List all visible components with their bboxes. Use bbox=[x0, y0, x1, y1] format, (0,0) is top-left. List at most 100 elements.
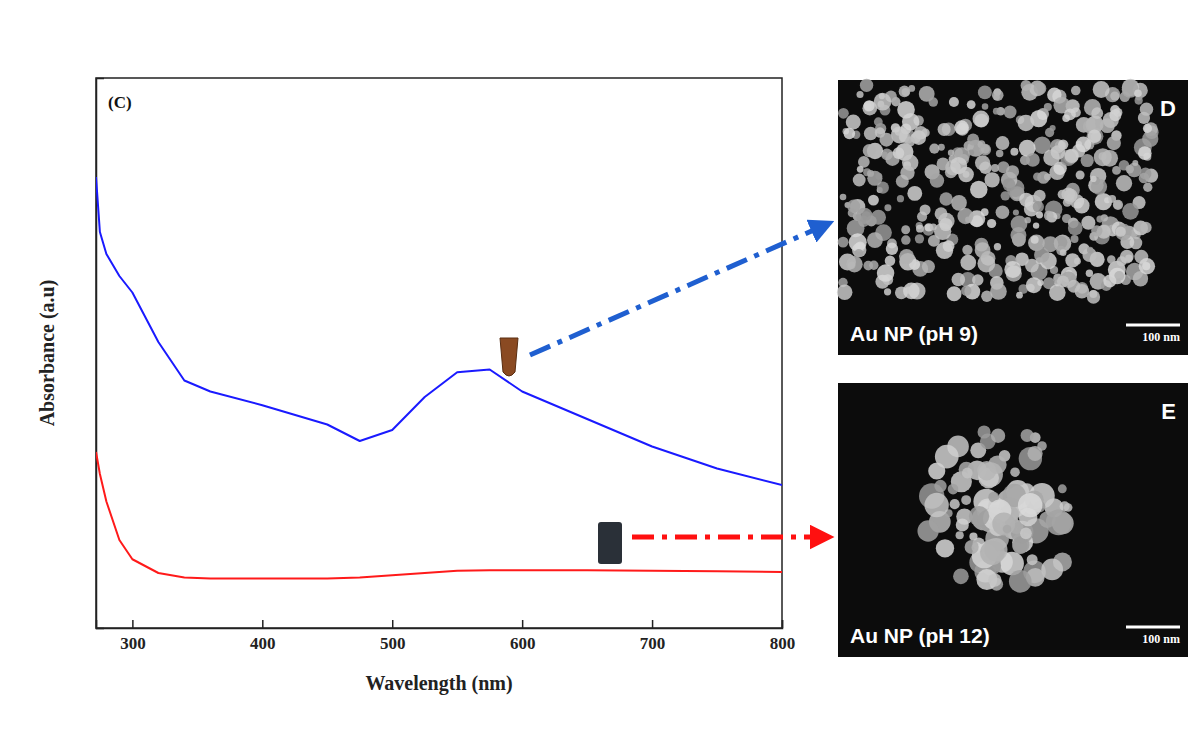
sem-particle bbox=[1064, 109, 1076, 121]
sem-particle bbox=[874, 93, 892, 111]
spectrum-line bbox=[96, 177, 782, 485]
sem-particle bbox=[956, 518, 969, 531]
sem-particle bbox=[901, 235, 910, 244]
sem-particle bbox=[953, 568, 969, 584]
sem-particle bbox=[982, 103, 989, 110]
sem-particle bbox=[948, 484, 959, 495]
sem-particle bbox=[936, 539, 954, 557]
sem-particle bbox=[1135, 96, 1143, 104]
x-tick-mark bbox=[522, 620, 524, 628]
sem-particle bbox=[979, 144, 991, 156]
caption-band bbox=[838, 311, 1188, 355]
sem-particle bbox=[1016, 292, 1023, 299]
sem-particle bbox=[884, 204, 891, 211]
y-axis bbox=[97, 79, 105, 629]
sem-particle bbox=[962, 245, 972, 255]
sem-particle bbox=[978, 85, 992, 99]
sem-particle bbox=[893, 147, 905, 159]
sem-particle bbox=[1019, 193, 1033, 207]
sem-particle bbox=[970, 181, 987, 198]
sem-particle bbox=[967, 133, 979, 145]
sem-particle bbox=[988, 455, 1007, 474]
sem-particle bbox=[1010, 148, 1018, 156]
sem-background bbox=[838, 383, 1188, 657]
sem-particle bbox=[897, 195, 904, 202]
sem-particle bbox=[1074, 258, 1081, 265]
figure: 300400500600700800(C)Wavelength (nm)Abso… bbox=[0, 0, 1197, 736]
sem-particle bbox=[1090, 176, 1096, 182]
sem-particle bbox=[1140, 222, 1151, 233]
sem-particle bbox=[1009, 570, 1032, 593]
sem-particle bbox=[1057, 275, 1069, 287]
sem-particle bbox=[990, 283, 1007, 300]
sem-particle bbox=[1027, 446, 1042, 461]
sem-particle bbox=[987, 219, 996, 228]
sem-particle bbox=[1010, 467, 1020, 477]
sem-particle bbox=[950, 499, 960, 509]
sem-particle bbox=[1139, 258, 1155, 274]
y-axis-line bbox=[97, 79, 105, 629]
sem-particle bbox=[993, 94, 999, 100]
sem-particle bbox=[862, 211, 871, 220]
sem-particle bbox=[962, 468, 973, 479]
sem-particle bbox=[847, 199, 860, 212]
sem-particle bbox=[1058, 484, 1067, 493]
sem-particle bbox=[996, 205, 1010, 219]
sem-particle bbox=[977, 425, 990, 438]
sem-particle bbox=[1132, 160, 1138, 166]
sem-particle bbox=[984, 172, 999, 187]
sem-particle bbox=[1140, 102, 1153, 115]
sem-particle bbox=[857, 166, 864, 173]
sem-particle bbox=[1115, 226, 1125, 236]
x-tick-label: 500 bbox=[380, 634, 406, 653]
sem-particle bbox=[950, 157, 967, 174]
sem-particle bbox=[874, 117, 883, 126]
sem-particle bbox=[864, 127, 878, 141]
sem-particle bbox=[1071, 235, 1079, 243]
sem-particle bbox=[867, 171, 882, 186]
sem-particle bbox=[899, 249, 914, 264]
caption-band bbox=[838, 613, 1188, 657]
sem-particle bbox=[930, 173, 944, 187]
sem-particle bbox=[1076, 171, 1085, 180]
panel-caption: Au NP (pH 9) bbox=[850, 322, 978, 345]
lines bbox=[96, 177, 782, 579]
x-tick: 700 bbox=[640, 620, 666, 653]
sem-particle bbox=[949, 97, 959, 107]
sem-particle bbox=[1033, 201, 1044, 212]
sem-particle bbox=[1087, 247, 1093, 253]
x-tick-label: 400 bbox=[250, 634, 276, 653]
sem-particle bbox=[935, 445, 959, 469]
sem-particle bbox=[948, 150, 954, 156]
sem-particle bbox=[954, 120, 968, 134]
sem-particle bbox=[1122, 203, 1139, 220]
sem-particle bbox=[915, 234, 924, 243]
sem-particle bbox=[838, 237, 849, 248]
sem-particle bbox=[1036, 212, 1043, 219]
spectrum-line bbox=[96, 452, 782, 579]
sem-particle bbox=[886, 243, 898, 255]
panel-letter: D bbox=[1160, 96, 1176, 121]
sem-particle bbox=[961, 285, 971, 295]
x-axis-line bbox=[97, 620, 783, 629]
arrow bbox=[530, 222, 832, 355]
sem-particle bbox=[969, 506, 989, 526]
sem-particle bbox=[884, 288, 891, 295]
panel-label: (C) bbox=[108, 93, 132, 112]
sem-particle bbox=[1062, 214, 1071, 223]
sem-particle bbox=[1093, 81, 1110, 98]
sem-particle bbox=[996, 136, 1010, 150]
sem-particle bbox=[877, 264, 895, 282]
sem-particle bbox=[1020, 527, 1032, 539]
sem-particle bbox=[996, 150, 1003, 157]
sem-particle bbox=[929, 97, 938, 106]
sem-particle bbox=[1067, 280, 1080, 293]
sem-particle bbox=[1003, 525, 1012, 534]
sem-particle bbox=[1074, 198, 1090, 214]
sem-particle bbox=[863, 261, 873, 271]
panel-letter: E bbox=[1161, 399, 1176, 424]
sem-particle bbox=[937, 157, 950, 170]
sem-particle bbox=[1010, 227, 1026, 243]
sem-particle bbox=[939, 192, 952, 205]
sem-particle bbox=[1013, 209, 1019, 215]
